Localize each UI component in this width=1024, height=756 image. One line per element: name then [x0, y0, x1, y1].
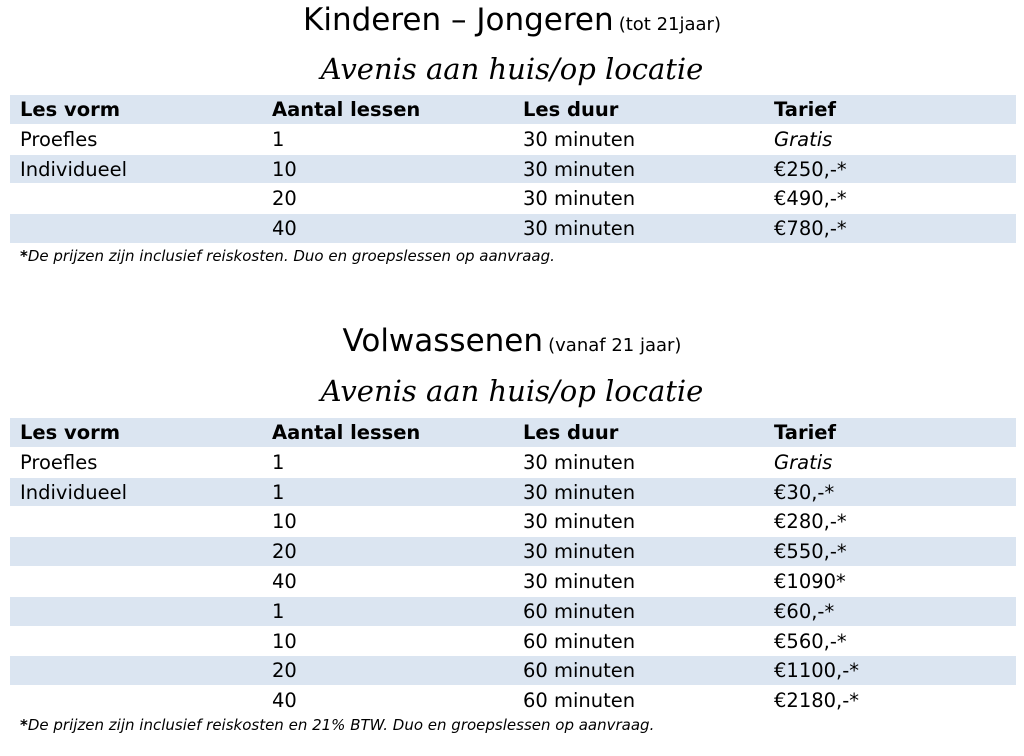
table-row: 1 60 minuten €60,-* — [10, 596, 1016, 627]
cell-les-duur: 30 minuten — [523, 450, 636, 474]
adults-footnote: *De prijzen zijn inclusief reiskosten en… — [20, 716, 654, 734]
kids-subtitle: Avenis aan huis/op locatie — [320, 52, 704, 86]
table-row: 40 30 minuten €780,-* — [10, 214, 1016, 244]
cell-tarief: €560,-* — [774, 629, 847, 653]
cell-les-vorm: Proefles — [20, 127, 98, 151]
footnote-text: De prijzen zijn inclusief reiskosten. Du… — [27, 247, 555, 265]
cell-les-vorm: Individueel — [20, 157, 128, 181]
table-row: Individueel 1 30 minuten €30,-* — [10, 477, 1016, 508]
cell-les-duur: 30 minuten — [523, 569, 636, 593]
table-row: Proefles 1 30 minuten Gratis — [10, 448, 1016, 478]
table-row: 20 30 minuten €490,-* — [10, 184, 1016, 215]
cell-tarief: €250,-* — [774, 157, 847, 181]
table-row: Proefles 1 30 minuten Gratis — [10, 125, 1016, 155]
cell-les-duur: 30 minuten — [523, 480, 636, 504]
cell-aantal-lessen: 1 — [272, 450, 285, 474]
table-header-row: Les vorm Aantal lessen Les duur Tarief — [10, 95, 1016, 125]
header-les-duur: Les duur — [523, 421, 619, 444]
cell-les-duur: 60 minuten — [523, 689, 636, 713]
cell-tarief: €2180,-* — [774, 689, 860, 713]
kids-title: Kinderen – Jongeren — [303, 2, 614, 38]
cell-aantal-lessen: 40 — [272, 217, 297, 241]
adults-price-table: Les vorm Aantal lessen Les duur Tarief P… — [10, 418, 1016, 716]
cell-aantal-lessen: 20 — [272, 659, 297, 683]
footnote-text: De prijzen zijn inclusief reiskosten en … — [27, 716, 655, 734]
header-les-vorm: Les vorm — [20, 421, 121, 444]
cell-les-duur: 30 minuten — [523, 540, 636, 564]
table-row: 40 60 minuten €2180,-* — [10, 686, 1016, 716]
cell-les-duur: 60 minuten — [523, 629, 636, 653]
header-les-vorm: Les vorm — [20, 98, 121, 121]
header-les-duur: Les duur — [523, 98, 619, 121]
kids-price-table: Les vorm Aantal lessen Les duur Tarief P… — [10, 95, 1016, 244]
cell-aantal-lessen: 20 — [272, 540, 297, 564]
cell-les-duur: 30 minuten — [523, 157, 636, 181]
table-row: 10 30 minuten €280,-* — [10, 507, 1016, 538]
table-row: 40 30 minuten €1090* — [10, 567, 1016, 597]
kids-title-sub: (tot 21jaar) — [618, 14, 721, 35]
cell-aantal-lessen: 1 — [272, 127, 285, 151]
cell-tarief: €780,-* — [774, 217, 847, 241]
table-row: 20 60 minuten €1100,-* — [10, 656, 1016, 687]
cell-les-duur: 30 minuten — [523, 510, 636, 534]
cell-aantal-lessen: 20 — [272, 187, 297, 211]
cell-tarief: €30,-* — [774, 480, 835, 504]
cell-aantal-lessen: 1 — [272, 480, 285, 504]
table-header-row: Les vorm Aantal lessen Les duur Tarief — [10, 418, 1016, 448]
adults-title: Volwassenen — [342, 323, 544, 359]
cell-tarief: Gratis — [774, 127, 833, 151]
header-tarief: Tarief — [774, 98, 836, 121]
cell-tarief: €280,-* — [774, 510, 847, 534]
cell-tarief: €1090* — [774, 569, 846, 593]
cell-aantal-lessen: 40 — [272, 569, 297, 593]
cell-tarief: €60,-* — [774, 599, 835, 623]
cell-tarief: €1100,-* — [774, 659, 860, 683]
table-row: 10 60 minuten €560,-* — [10, 627, 1016, 657]
cell-aantal-lessen: 10 — [272, 629, 297, 653]
header-aantal-lessen: Aantal lessen — [272, 98, 421, 121]
cell-tarief: €490,-* — [774, 187, 847, 211]
footnote-star: * — [20, 716, 28, 734]
adults-heading: Volwassenen (vanaf 21 jaar) — [0, 323, 1024, 359]
cell-les-duur: 30 minuten — [523, 187, 636, 211]
cell-aantal-lessen: 40 — [272, 689, 297, 713]
cell-aantal-lessen: 10 — [272, 157, 297, 181]
kids-footnote: *De prijzen zijn inclusief reiskosten. D… — [20, 247, 555, 265]
cell-aantal-lessen: 1 — [272, 599, 285, 623]
cell-tarief: €550,-* — [774, 540, 847, 564]
cell-tarief: Gratis — [774, 450, 833, 474]
cell-les-vorm: Proefles — [20, 450, 98, 474]
table-row: 20 30 minuten €550,-* — [10, 537, 1016, 567]
table-row: Individueel 10 30 minuten €250,-* — [10, 154, 1016, 185]
footnote-star: * — [20, 247, 28, 265]
adults-title-sub: (vanaf 21 jaar) — [548, 335, 682, 356]
header-aantal-lessen: Aantal lessen — [272, 421, 421, 444]
cell-les-duur: 30 minuten — [523, 217, 636, 241]
cell-aantal-lessen: 10 — [272, 510, 297, 534]
adults-subtitle: Avenis aan huis/op locatie — [320, 374, 704, 408]
cell-les-duur: 30 minuten — [523, 127, 636, 151]
cell-les-duur: 60 minuten — [523, 599, 636, 623]
cell-les-duur: 60 minuten — [523, 659, 636, 683]
kids-heading: Kinderen – Jongeren (tot 21jaar) — [0, 2, 1024, 38]
cell-les-vorm: Individueel — [20, 480, 128, 504]
header-tarief: Tarief — [774, 421, 836, 444]
